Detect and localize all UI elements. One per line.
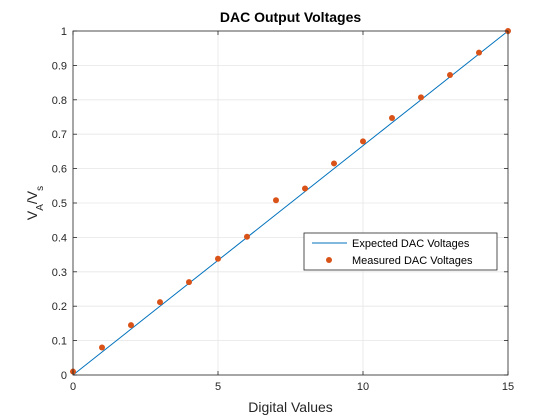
measured-voltage-point bbox=[302, 185, 308, 192]
y-tick-label: 0.5 bbox=[52, 198, 67, 210]
measured-voltage-point bbox=[99, 344, 105, 351]
y-label-v: V bbox=[24, 210, 40, 220]
legend-entry-label: Expected DAC Voltages bbox=[352, 238, 470, 250]
series-layer bbox=[70, 28, 511, 376]
measured-voltage-point bbox=[215, 255, 221, 262]
x-tick-label: 0 bbox=[70, 381, 76, 393]
y-tick-label: 1 bbox=[61, 26, 67, 38]
measured-voltage-point bbox=[273, 197, 279, 204]
y-axis-label: VA/Vs bbox=[24, 186, 46, 220]
legend-marker-swatch bbox=[326, 257, 332, 263]
y-tick-label: 0.1 bbox=[52, 336, 67, 348]
y-label-slash-v: /V bbox=[24, 190, 40, 204]
measured-voltage-point bbox=[244, 233, 250, 240]
x-tick-label: 5 bbox=[215, 381, 221, 393]
measured-voltage-point bbox=[360, 138, 366, 145]
y-tick-label: 0.6 bbox=[52, 164, 67, 176]
measured-voltage-point bbox=[157, 299, 163, 306]
expected-voltage-line bbox=[72, 30, 509, 376]
measured-voltage-point bbox=[389, 115, 395, 122]
measured-voltage-point bbox=[418, 94, 424, 101]
y-tick-label: 0 bbox=[61, 370, 67, 382]
measured-voltage-point bbox=[186, 279, 192, 286]
legend-box bbox=[303, 232, 498, 271]
y-tick-label: 0.3 bbox=[52, 267, 67, 279]
y-tick-label: 0.8 bbox=[52, 95, 67, 107]
x-tick-label: 15 bbox=[502, 381, 514, 393]
y-tick-label: 0.7 bbox=[52, 129, 67, 141]
chart-title: DAC Output Voltages bbox=[220, 9, 362, 25]
legend: Expected DAC Voltages Measured DAC Voltag… bbox=[303, 232, 498, 271]
y-tick-label: 0.9 bbox=[52, 60, 67, 72]
y-label-sub-s: s bbox=[35, 186, 46, 191]
y-tick-label: 0.4 bbox=[52, 232, 67, 244]
measured-voltage-point bbox=[476, 49, 482, 56]
ticks: 0 5 10 15 0 0.1 0.2 0.3 0.4 0.5 0.6 0.7 0.8 0.9 1 bbox=[52, 26, 514, 393]
legend-entry-label: Measured DAC Voltages bbox=[352, 255, 473, 267]
y-tick-label: 0.2 bbox=[52, 301, 67, 313]
y-label-sub-a: A bbox=[35, 204, 46, 211]
measured-voltage-point bbox=[128, 322, 134, 329]
x-tick-label: 10 bbox=[357, 381, 369, 393]
measured-voltage-point bbox=[447, 72, 453, 79]
measured-voltage-point bbox=[331, 160, 337, 167]
x-axis-label: Digital Values bbox=[248, 399, 333, 415]
